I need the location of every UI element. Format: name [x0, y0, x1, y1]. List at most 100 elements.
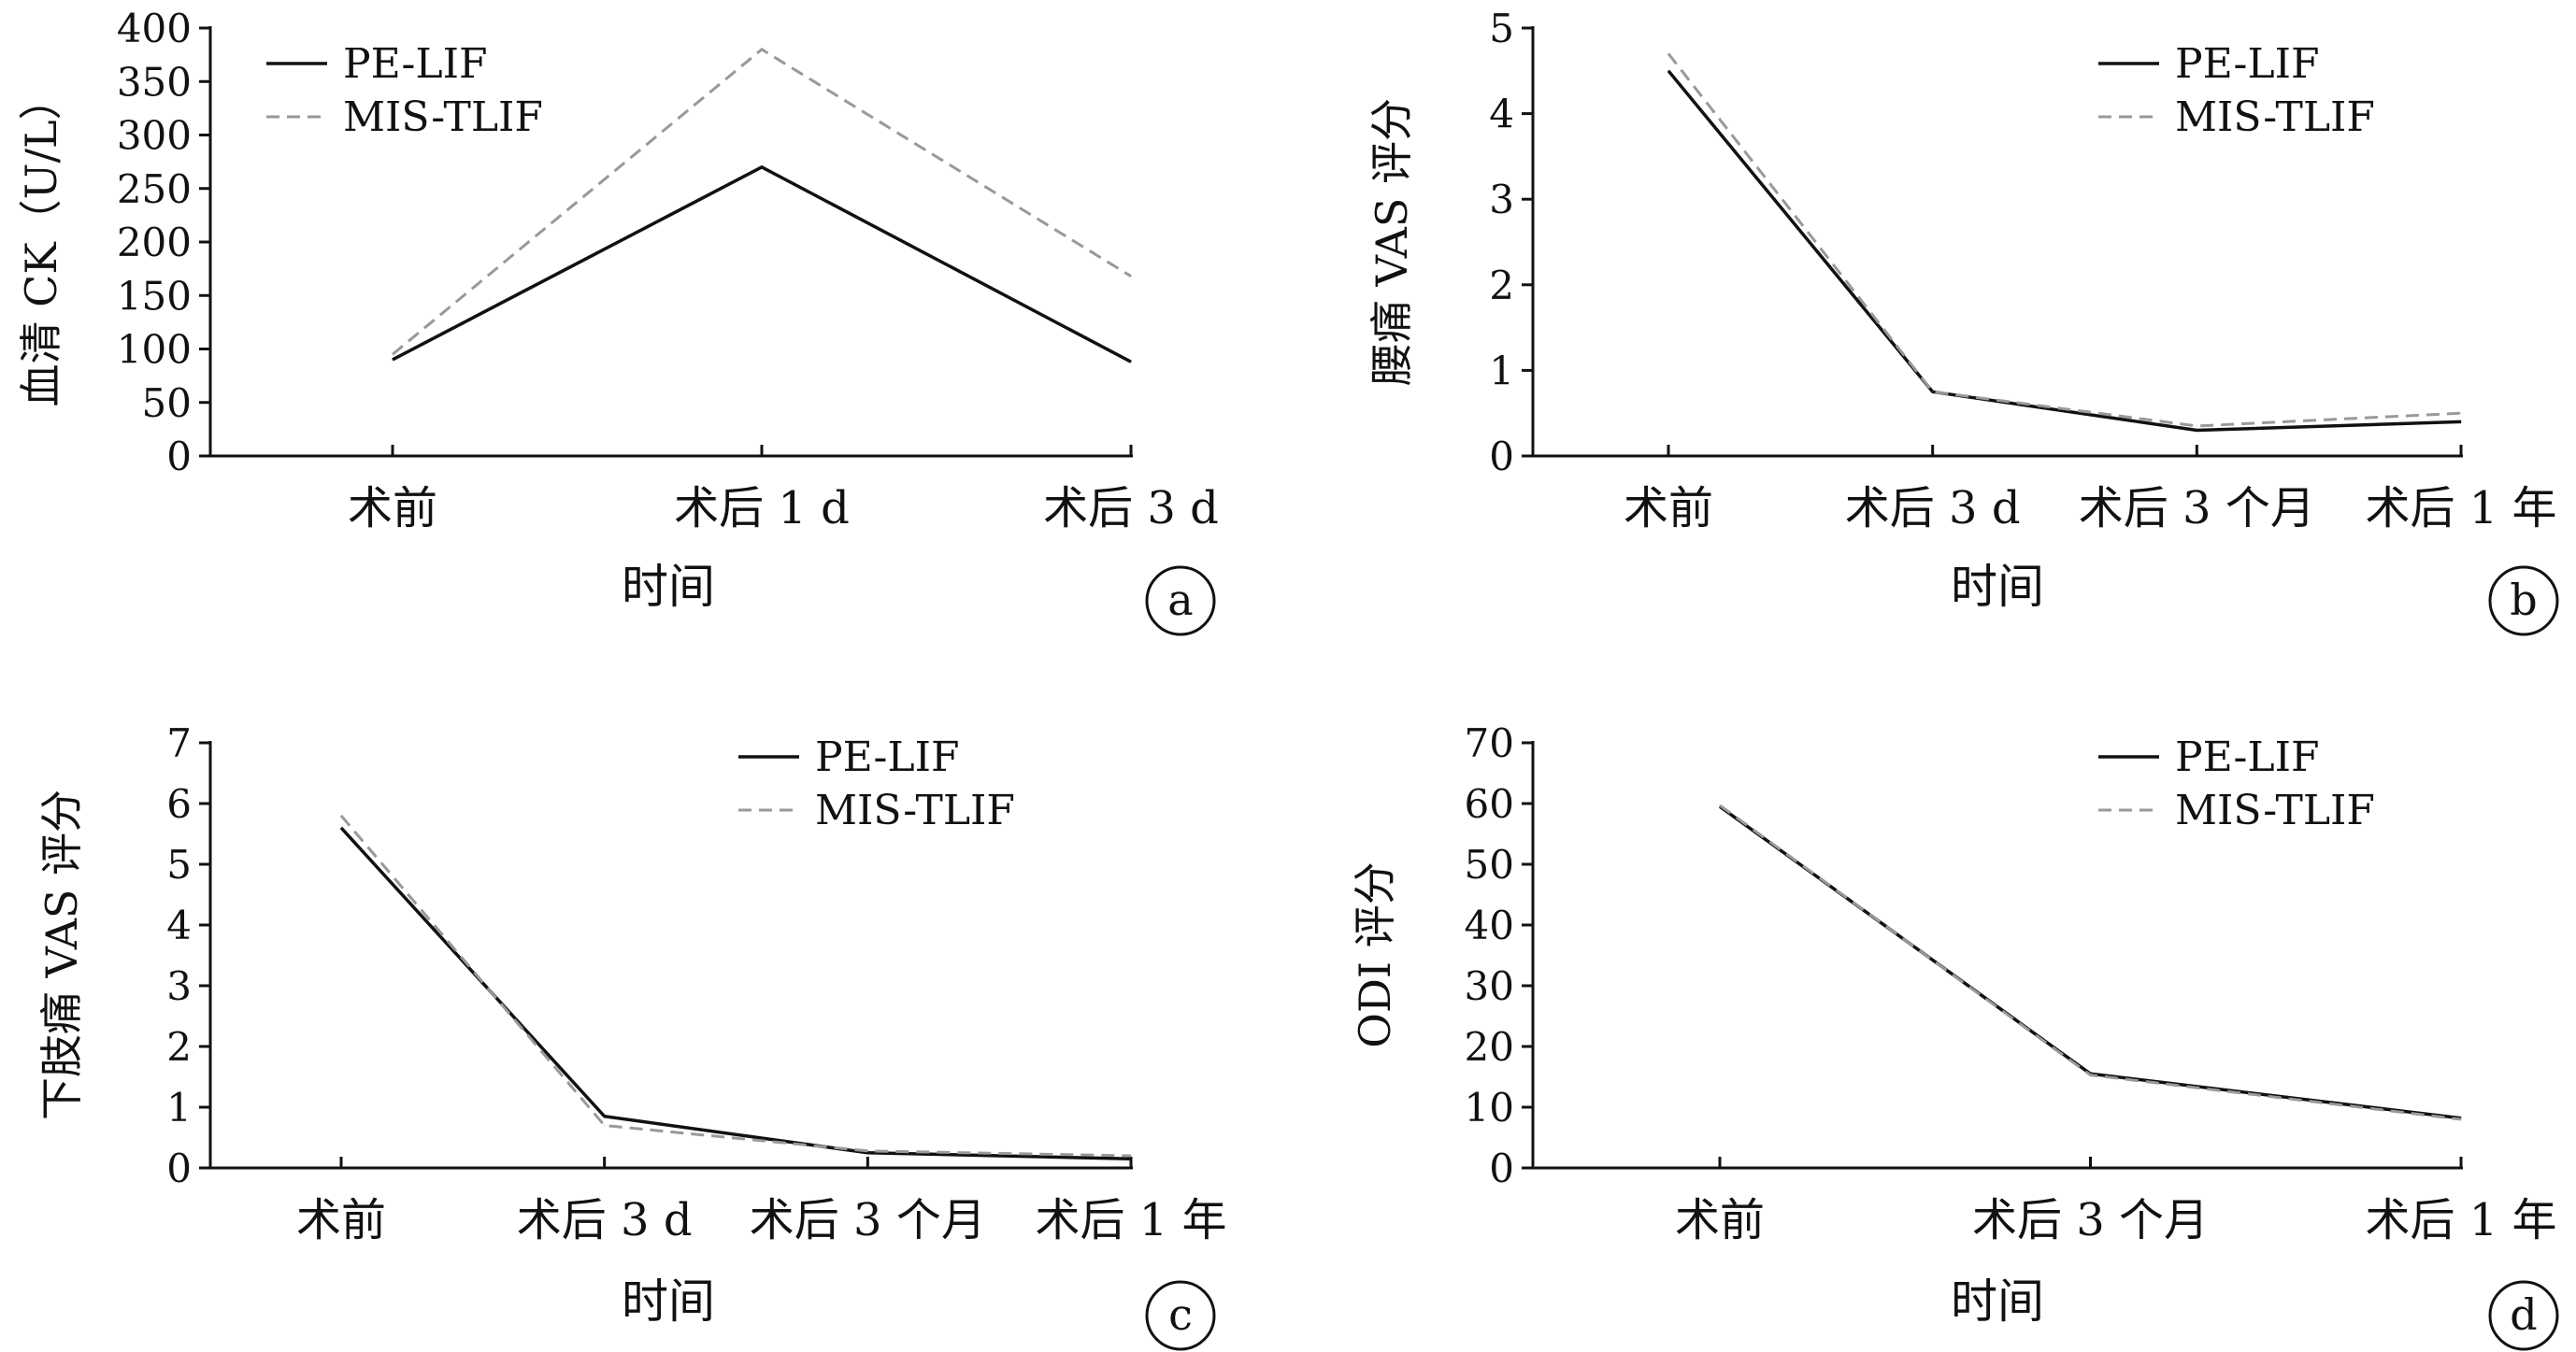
y-tick-label: 200	[117, 220, 192, 265]
y-tick-label: 40	[1465, 903, 1514, 948]
legend-entry: PE-LIF	[2175, 733, 2320, 781]
y-tick-label: 4	[1489, 92, 1514, 137]
data-point	[1130, 1158, 1132, 1160]
data-point	[1932, 391, 1934, 392]
panel-badge-circle	[2488, 1280, 2559, 1351]
y-tick-label: 20	[1465, 1024, 1514, 1070]
panel-badge-circle	[1145, 1280, 1216, 1351]
y-tick-label: 1	[166, 1085, 192, 1131]
data-point	[1719, 804, 1721, 806]
data-point	[866, 1152, 868, 1154]
data-point	[761, 166, 763, 168]
x-tick-label: 术后 3 个月	[2079, 482, 2315, 534]
data-point	[604, 1116, 606, 1117]
y-tick-label: 5	[166, 842, 192, 888]
y-tick-label: 0	[1489, 434, 1514, 479]
legend-entry: MIS-TLIF	[2175, 787, 2375, 834]
x-axis-label: 时间	[1951, 1274, 2044, 1329]
data-point	[1130, 1155, 1132, 1157]
x-axis-label: 时间	[1951, 560, 2044, 614]
series-line-pe-lif	[339, 826, 1132, 1160]
data-point	[1667, 70, 1669, 72]
panel-label: b	[2510, 575, 2537, 625]
x-tick-label: 术后 3 个月	[1972, 1194, 2209, 1246]
legend-entry: PE-LIF	[815, 733, 960, 781]
data-point	[392, 359, 394, 361]
y-tick-label: 3	[1489, 177, 1514, 222]
panel-label: d	[2510, 1289, 2537, 1340]
panel-badge-circle	[2488, 565, 2559, 636]
y-tick-label: 5	[1489, 6, 1514, 51]
y-tick-label: 50	[1465, 842, 1514, 888]
legend-entry: MIS-TLIF	[815, 787, 1015, 834]
y-tick-label: 0	[1489, 1146, 1514, 1191]
x-tick-label: 术前	[296, 1194, 386, 1246]
y-tick-label: 1	[1489, 348, 1514, 393]
data-point	[1130, 361, 1132, 363]
panel-badge-circle	[1145, 565, 1216, 636]
data-point	[340, 815, 342, 817]
series-line-pe-lif	[1718, 804, 2462, 1120]
data-point	[2460, 412, 2462, 414]
x-axis-label: 时间	[622, 560, 715, 614]
y-tick-label: 7	[166, 720, 192, 766]
y-tick-label: 300	[117, 113, 192, 159]
y-axis-label: 腰痛 VAS 评分	[1367, 98, 1417, 386]
data-point	[392, 353, 394, 355]
data-point	[761, 49, 763, 50]
y-tick-label: 10	[1465, 1085, 1514, 1131]
x-tick-label: 术前	[348, 482, 437, 534]
data-point	[2090, 1074, 2091, 1076]
x-tick-label: 术后 1 d	[674, 482, 850, 534]
y-tick-label: 250	[117, 166, 192, 212]
x-axis-label: 时间	[622, 1274, 715, 1329]
x-tick-label: 术后 3 d	[1043, 482, 1219, 534]
y-tick-label: 2	[166, 1024, 192, 1070]
data-point	[604, 1125, 606, 1126]
data-point	[1130, 276, 1132, 278]
series-line-mis-tlif	[339, 815, 1132, 1158]
x-tick-label: 术前	[1675, 1194, 1765, 1246]
y-tick-label: 0	[166, 1146, 192, 1191]
series-line-pe-lif	[392, 164, 1132, 363]
y-tick-label: 3	[166, 963, 192, 1009]
chart-panel-d: 0 10 20 30 40 50 60 70 术前 术后 3 个月 术后 1 年 PE-LIF MIS-…	[1350, 720, 2559, 1351]
x-tick-label: 术后 1 年	[2365, 1194, 2556, 1246]
data-point	[1667, 52, 1669, 54]
y-tick-label: 50	[142, 380, 192, 426]
legend-entry: MIS-TLIF	[343, 93, 543, 141]
x-tick-label: 术后 3 d	[1845, 482, 2021, 534]
y-tick-label: 60	[1465, 781, 1514, 827]
data-point	[2460, 1118, 2462, 1120]
series-line-mis-tlif	[1667, 52, 2462, 428]
x-tick-label: 术后 3 个月	[750, 1194, 986, 1246]
legend-entry: MIS-TLIF	[2175, 93, 2375, 141]
y-tick-label: 6	[166, 781, 192, 827]
y-tick-label: 2	[1489, 263, 1514, 308]
y-tick-label: 30	[1465, 963, 1514, 1009]
legend-entry: PE-LIF	[343, 40, 488, 88]
chart-panel-c: 0 1 2 3 4 5 6 7 术前 术后 3 d 术后 3 个月 术后 1 年 PE-LIF MIS-T…	[36, 720, 1227, 1351]
y-axis-label: ODI 评分	[1350, 861, 1400, 1047]
legend-entry: PE-LIF	[2175, 40, 2320, 88]
x-tick-label: 术前	[1624, 482, 1713, 534]
data-point	[340, 827, 342, 829]
y-tick-label: 400	[117, 6, 192, 51]
x-tick-label: 术后 3 d	[517, 1194, 693, 1246]
y-tick-label: 100	[117, 327, 192, 373]
chart-panel-b: 0 1 2 3 4 5 术前 术后 3 d 术后 3 个月 术后 1 年 PE-LIF MIS-TLI…	[1367, 6, 2559, 636]
y-tick-label: 150	[117, 273, 192, 319]
y-axis-label: 血清 CK（U/L）	[16, 78, 66, 407]
y-tick-label: 0	[166, 434, 192, 479]
chart-panel-a: 0 50 100 150 200 250 300 350 400 术前 术后 1 d 术后 3 d PE…	[16, 6, 1219, 636]
data-point	[866, 1150, 868, 1152]
y-tick-label: 4	[166, 903, 192, 948]
panel-label: a	[1167, 575, 1193, 625]
panel-label: c	[1168, 1289, 1193, 1340]
series-line-pe-lif	[1667, 69, 2462, 433]
y-tick-label: 350	[117, 59, 192, 105]
x-tick-label: 术后 1 年	[2365, 482, 2556, 534]
x-tick-label: 术后 1 年	[1035, 1194, 1226, 1246]
y-tick-label: 70	[1465, 720, 1514, 766]
